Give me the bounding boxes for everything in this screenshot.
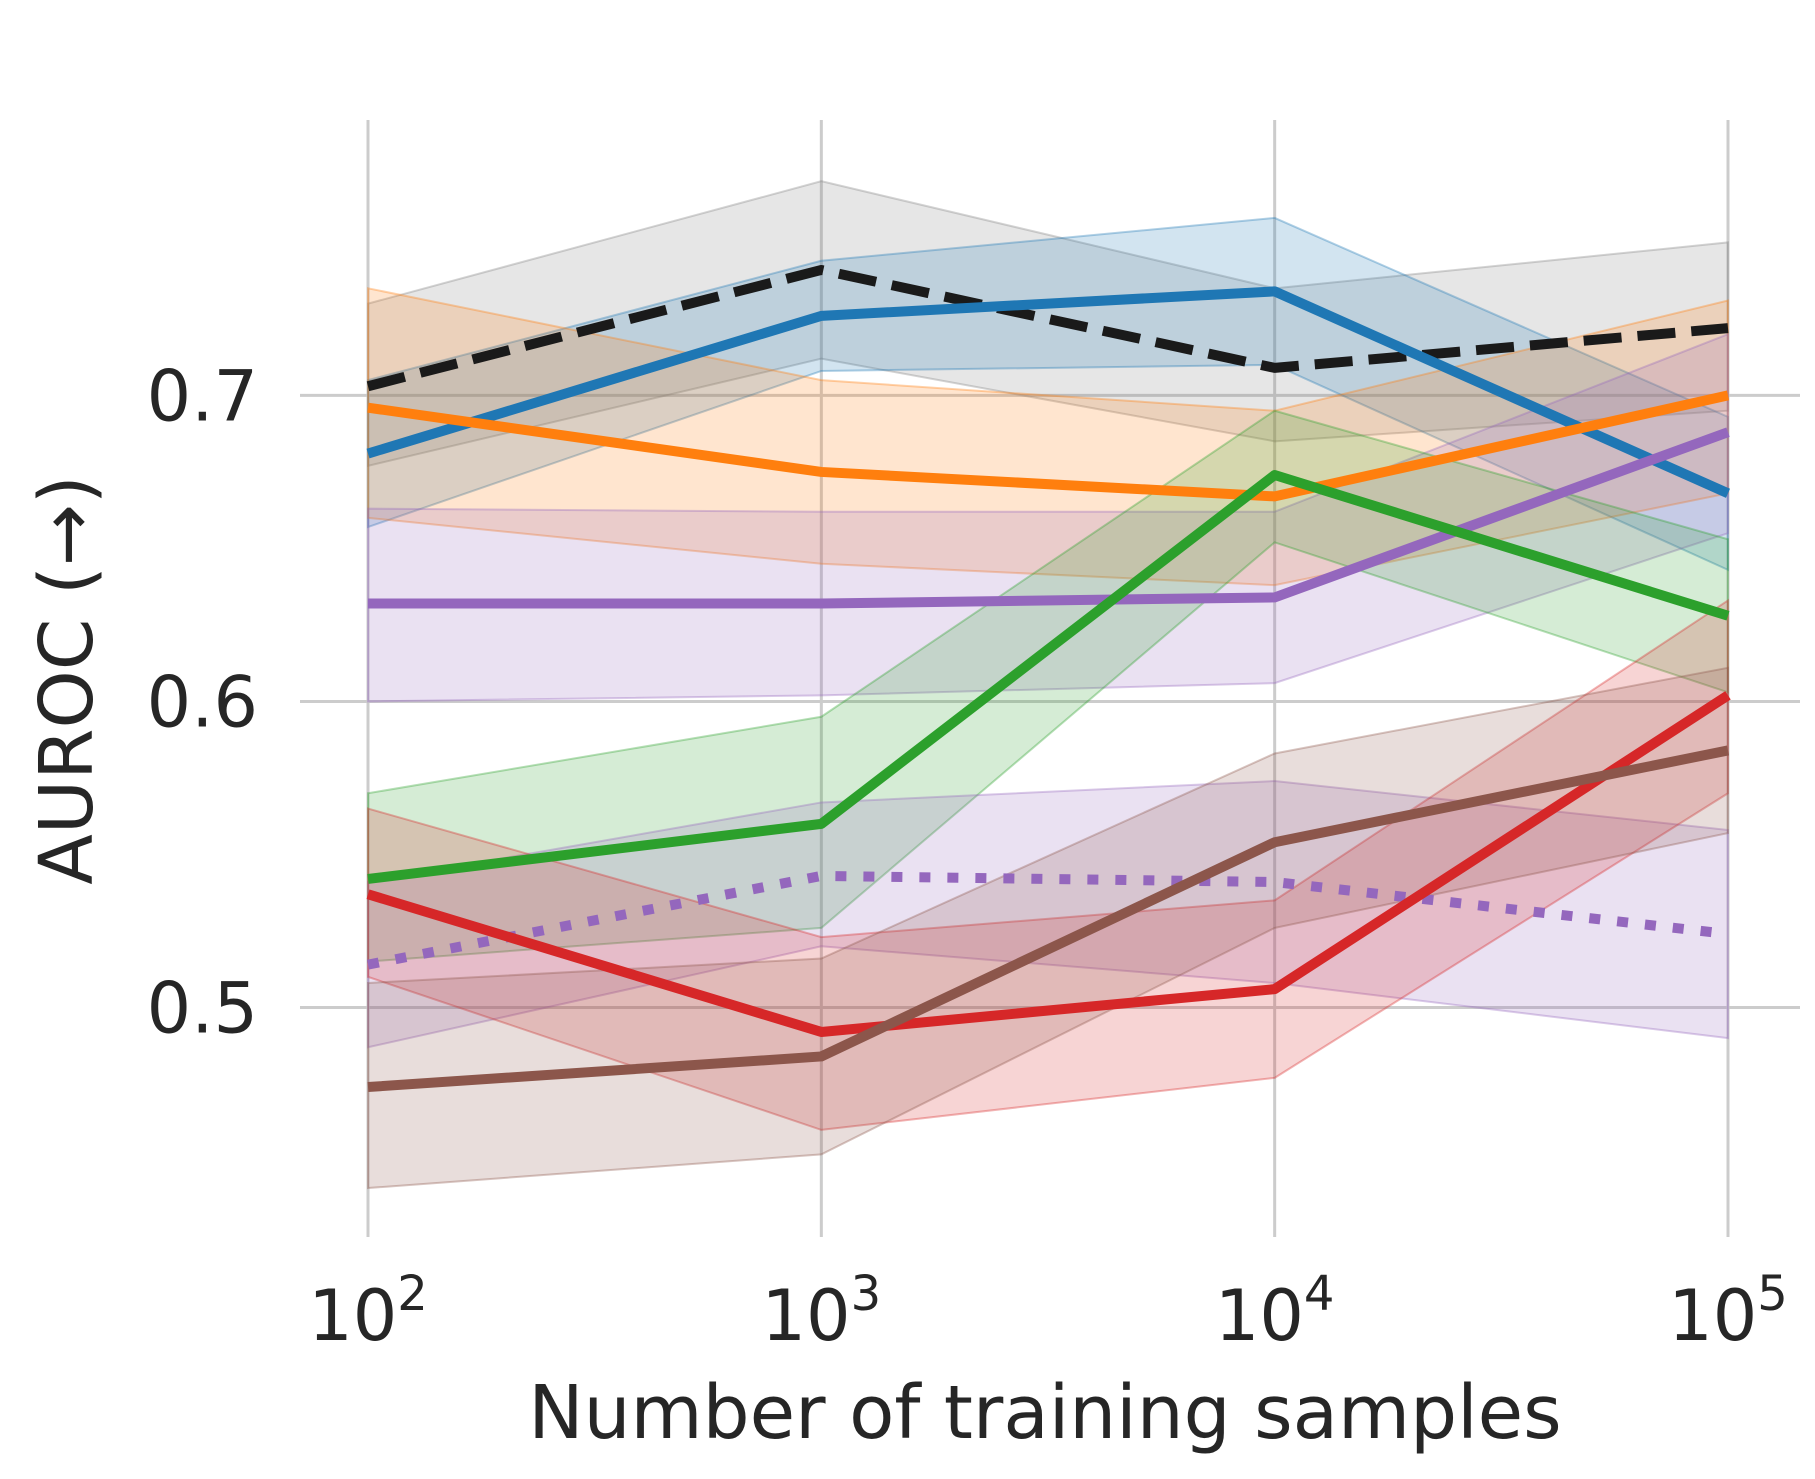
x-tick-label: 103 [762,1266,882,1357]
series-red-line [366,691,1731,1037]
series-green-line [367,469,1730,884]
series-brown-line [367,745,1729,1093]
x-tick-label: 102 [308,1266,428,1357]
series-purple-line [368,427,1730,609]
series-purple-dotted-line [367,870,1729,970]
series-purple-dotted-band [367,780,1729,1049]
y-tick-label: 0.6 [147,661,258,743]
x-axis-ticks: 102 103 104 105 [308,1266,1788,1357]
confidence-bands [367,180,1729,1190]
series-brown-band [367,666,1729,1190]
x-tick-label: 104 [1215,1266,1335,1357]
x-tick-label: 105 [1668,1266,1788,1357]
series-blue-band [367,216,1729,572]
series-blue-line [366,286,1731,498]
series-lines [366,264,1731,1093]
x-axis-label: Number of training samples [528,1370,1561,1456]
y-axis-ticks: 0.5 0.6 0.7 [147,355,258,1049]
series-gray-dashed-line [366,264,1729,392]
y-tick-label: 0.7 [147,355,258,437]
series-orange-line [367,390,1730,502]
y-axis-label: AUROC (→) [24,475,110,884]
series-green-band [367,409,1729,963]
y-tick-label: 0.5 [147,967,258,1049]
series-purple-band [367,332,1729,703]
